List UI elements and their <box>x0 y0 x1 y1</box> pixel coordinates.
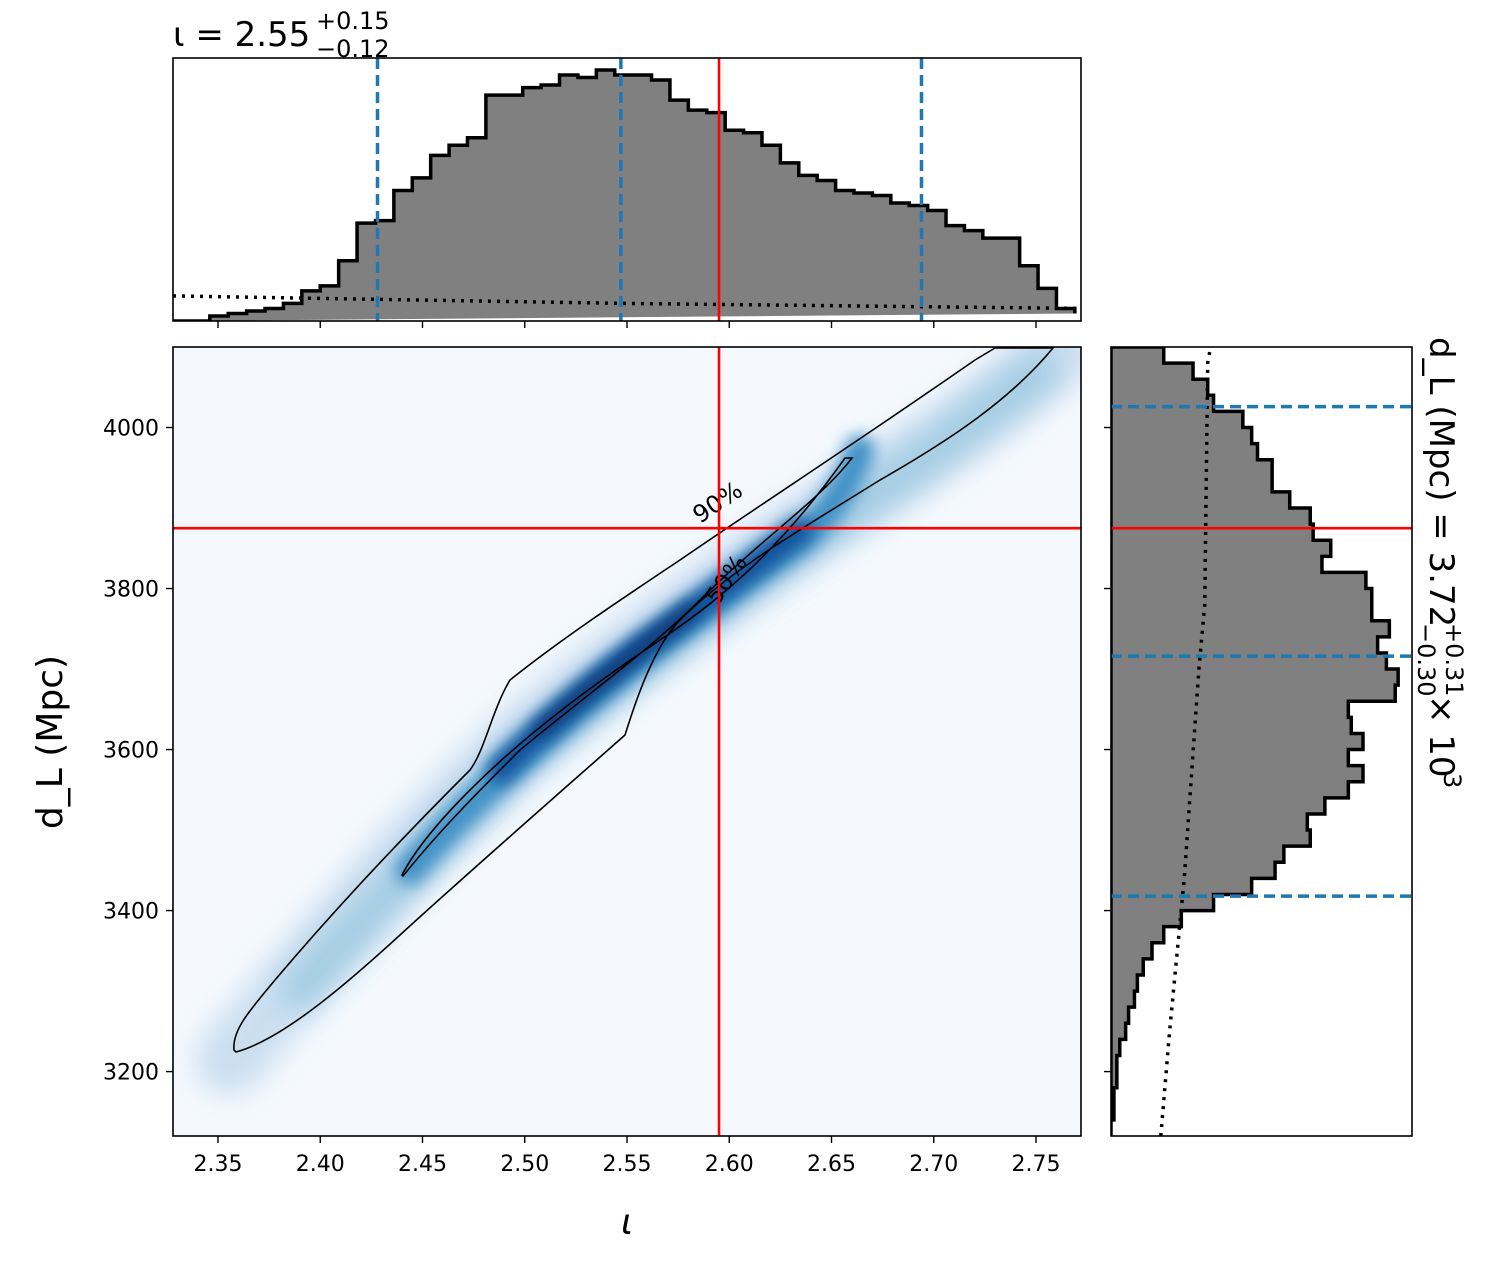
xtick-label-4: 2.55 <box>603 1152 652 1177</box>
top-marginal-panel: ι = 2.55 +0.15 −0.12 <box>172 7 1082 328</box>
top-title-value: ι = 2.55 <box>173 15 310 55</box>
ytick-label-2: 3600 <box>103 739 159 764</box>
right-label-scale: × 10 <box>1421 695 1461 778</box>
right-marginal-panel: d_L (Mpc) = 3.72 +0.31 −0.30 × 10 3 <box>1104 337 1468 1137</box>
y-axis-ticks: 3200 3400 3600 3800 4000 <box>103 417 173 1086</box>
right-label: d_L (Mpc) = 3.72 +0.31 −0.30 × 10 3 <box>1412 337 1468 788</box>
right-histogram <box>1111 347 1400 1136</box>
density-heatmap: 90% 50% <box>173 347 1081 1136</box>
right-prior-dotted-line <box>1159 347 1213 1136</box>
ytick-label-4: 4000 <box>103 417 159 442</box>
top-title-plus: +0.15 <box>316 7 390 35</box>
ytick-label-1: 3400 <box>103 900 159 925</box>
y-axis-label: d_L (Mpc) <box>30 655 71 829</box>
ytick-label-0: 3200 <box>103 1061 159 1086</box>
xtick-label-1: 2.40 <box>296 1152 345 1177</box>
right-label-minus: −0.30 <box>1412 623 1440 697</box>
contour-50 <box>401 457 854 878</box>
xtick-label-8: 2.75 <box>1012 1152 1061 1177</box>
xtick-label-5: 2.60 <box>705 1152 754 1177</box>
right-label-value: d_L (Mpc) = 3.72 <box>1421 337 1461 627</box>
right-label-exponent: 3 <box>1438 773 1466 788</box>
top-histogram-layer <box>173 58 1081 321</box>
xtick-label-7: 2.70 <box>909 1152 958 1177</box>
top-title-minus: −0.12 <box>316 35 390 63</box>
ytick-label-3: 3800 <box>103 578 159 603</box>
contour-90 <box>233 347 1055 1053</box>
joint-panel: 90% 50% 2.35 2.40 2.45 2.50 2.55 2.60 2.65 2.70… <box>30 346 1082 1243</box>
xtick-label-2: 2.45 <box>398 1152 447 1177</box>
right-panel-frame <box>1110 346 1413 1137</box>
right-label-plus: +0.31 <box>1440 623 1468 697</box>
xtick-label-3: 2.50 <box>500 1152 549 1177</box>
xtick-label-0: 2.35 <box>193 1152 242 1177</box>
top-histogram <box>173 68 1077 321</box>
x-axis-ticks: 2.35 2.40 2.45 2.50 2.55 2.60 2.65 2.70 2.75 <box>193 1136 1061 1177</box>
right-y-ticks <box>1104 426 1111 1073</box>
top-x-ticks <box>217 321 1037 328</box>
x-axis-label: ι <box>621 1202 633 1243</box>
right-histogram-layer <box>1111 347 1412 1136</box>
top-title: ι = 2.55 <box>173 15 310 55</box>
top-prior-dotted-line <box>173 294 1081 311</box>
xtick-label-6: 2.65 <box>807 1152 856 1177</box>
